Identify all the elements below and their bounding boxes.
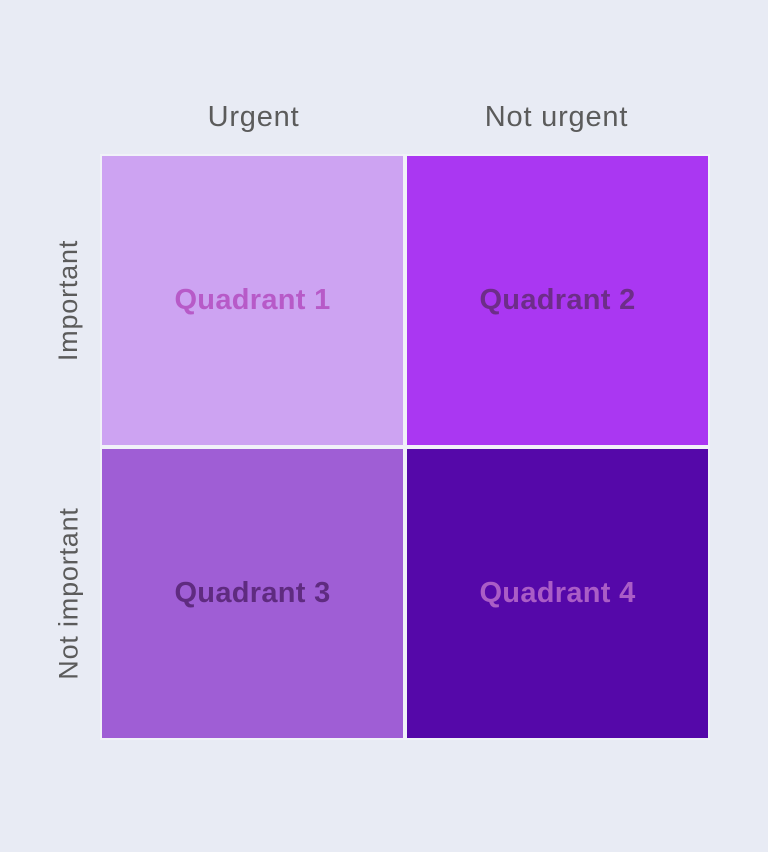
- quadrant-1-cell: Quadrant 1: [102, 156, 403, 445]
- quadrant-4-label: Quadrant 4: [479, 577, 636, 609]
- row-header-important: Important: [53, 239, 84, 361]
- quadrant-2-cell: Quadrant 2: [407, 156, 708, 445]
- quadrant-3-label: Quadrant 3: [174, 577, 331, 609]
- quadrant-3-cell: Quadrant 3: [102, 449, 403, 738]
- quadrant-1-label: Quadrant 1: [174, 284, 331, 316]
- column-headers: Urgent Not urgent: [102, 96, 708, 138]
- row-header-not-important-box: Not important: [44, 448, 94, 738]
- quadrant-grid: Quadrant 1 Quadrant 2 Quadrant 3 Quadran…: [102, 156, 708, 738]
- quadrant-2-label: Quadrant 2: [479, 284, 636, 316]
- quadrant-4-cell: Quadrant 4: [407, 449, 708, 738]
- row-header-important-box: Important: [44, 156, 94, 444]
- column-header-not-urgent: Not urgent: [484, 100, 629, 133]
- row-header-not-important: Not important: [53, 506, 84, 680]
- column-header-urgent: Urgent: [207, 100, 300, 133]
